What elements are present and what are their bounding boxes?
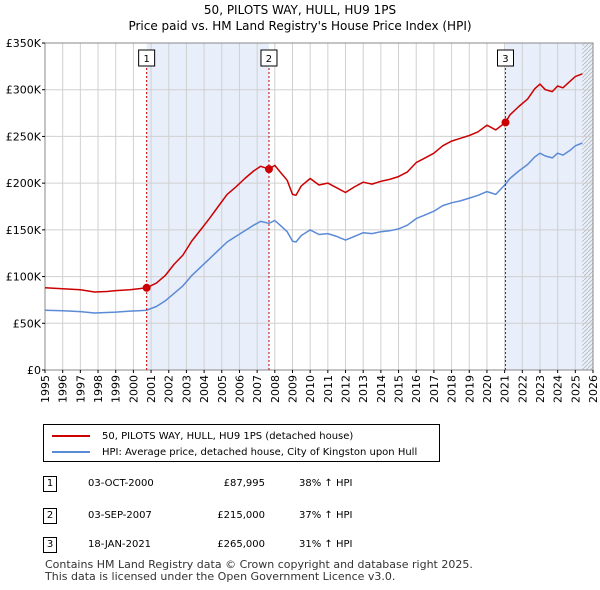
x-tick-label: 2019 — [463, 375, 476, 403]
footer-copyright: Contains HM Land Registry data © Crown c… — [45, 558, 473, 571]
y-tick-label: £250K — [6, 130, 42, 143]
x-tick-label: 2004 — [198, 375, 211, 403]
x-tick-label: 2023 — [534, 375, 547, 403]
x-tick-label: 2026 — [587, 375, 600, 403]
y-tick-label: £50K — [13, 317, 42, 330]
chart-legend: 50, PILOTS WAY, HULL, HU9 1PS (detached … — [43, 424, 440, 462]
footer-attribution: Contains HM Land Registry data © Crown c… — [45, 559, 473, 583]
x-tick-label: 2022 — [516, 375, 529, 403]
legend-item-property: 50, PILOTS WAY, HULL, HU9 1PS (detached … — [52, 428, 353, 444]
x-tick-label: 2010 — [304, 375, 317, 403]
x-tick-label: 2021 — [499, 375, 512, 403]
legend-label-hpi: HPI: Average price, detached house, City… — [102, 446, 418, 458]
y-tick-label: £350K — [6, 37, 42, 50]
x-tick-label: 2016 — [410, 375, 423, 403]
sale-marker-box — [138, 49, 156, 67]
projection-hatch — [582, 43, 593, 370]
transaction-price: £87,995 — [223, 478, 265, 489]
x-tick-label: 2017 — [428, 375, 441, 403]
transaction-hpi-diff: 37% ↑ HPI — [299, 510, 353, 521]
x-tick-label: 1997 — [74, 375, 87, 403]
property-line-swatch — [52, 435, 90, 437]
sale-marker-number: 3 — [502, 54, 508, 65]
sale-point — [501, 118, 510, 127]
transaction-date: 03-SEP-2007 — [88, 510, 152, 521]
sale-marker-box — [496, 49, 514, 67]
y-tick-label: £200K — [6, 177, 42, 190]
sale-point — [142, 283, 151, 292]
x-tick-label: 2005 — [216, 375, 229, 403]
x-tick-label: 2011 — [322, 375, 335, 403]
sale-marker-number: 2 — [266, 54, 272, 65]
x-tick-label: 2001 — [145, 375, 158, 403]
x-tick-label: 2013 — [357, 375, 370, 403]
x-tick-label: 2014 — [375, 375, 388, 403]
transaction-hpi-diff: 38% ↑ HPI — [299, 478, 353, 489]
legend-item-hpi: HPI: Average price, detached house, City… — [52, 444, 417, 460]
footer-licence: This data is licensed under the Open Gov… — [45, 570, 396, 583]
plot-frame — [44, 42, 594, 371]
sale-point — [264, 165, 273, 174]
price-chart: 50, PILOTS WAY, HULL, HU9 1PS Price paid… — [6, 3, 600, 403]
x-tick-label: 1999 — [110, 375, 123, 403]
transaction-number-badge: 2 — [43, 508, 57, 524]
transaction-date: 18-JAN-2021 — [88, 539, 152, 550]
transaction-price: £265,000 — [217, 539, 265, 550]
property-price-line — [44, 73, 583, 293]
x-tick-label: 2006 — [233, 375, 246, 403]
ownership-shade — [505, 43, 593, 370]
hpi-line — [44, 142, 583, 314]
x-tick-label: 2025 — [569, 375, 582, 403]
chart-title: 50, PILOTS WAY, HULL, HU9 1PS — [204, 3, 396, 17]
sale-marker-box — [260, 49, 278, 67]
x-tick-label: 2009 — [286, 375, 299, 403]
y-tick-label: £0 — [27, 364, 41, 377]
x-tick-label: 1995 — [39, 375, 52, 403]
x-tick-label: 2002 — [163, 375, 176, 403]
x-tick-label: 2007 — [251, 375, 264, 403]
x-tick-label: 2008 — [269, 375, 282, 403]
x-tick-label: 2020 — [481, 375, 494, 403]
y-tick-label: £150K — [6, 224, 42, 237]
transaction-number-badge: 3 — [43, 537, 57, 553]
y-tick-label: £300K — [6, 84, 42, 97]
transaction-price: £215,000 — [217, 510, 265, 521]
transaction-date: 03-OCT-2000 — [88, 478, 154, 489]
x-tick-label: 2000 — [127, 375, 140, 403]
x-tick-label: 2018 — [446, 375, 459, 403]
hpi-line-swatch — [52, 451, 90, 453]
x-tick-label: 1996 — [57, 375, 70, 403]
x-tick-label: 2012 — [340, 375, 353, 403]
y-tick-label: £100K — [6, 271, 42, 284]
chart-subtitle: Price paid vs. HM Land Registry's House … — [128, 19, 471, 33]
x-tick-label: 2003 — [180, 375, 193, 403]
legend-label-property: 50, PILOTS WAY, HULL, HU9 1PS (detached … — [102, 430, 354, 442]
x-tick-label: 2015 — [393, 375, 406, 403]
transaction-hpi-diff: 31% ↑ HPI — [299, 539, 353, 550]
sale-marker-number: 1 — [143, 54, 149, 65]
transaction-number-badge: 1 — [43, 476, 57, 492]
ownership-shade — [146, 43, 269, 370]
x-tick-label: 2024 — [552, 375, 565, 403]
x-tick-label: 1998 — [92, 375, 105, 403]
